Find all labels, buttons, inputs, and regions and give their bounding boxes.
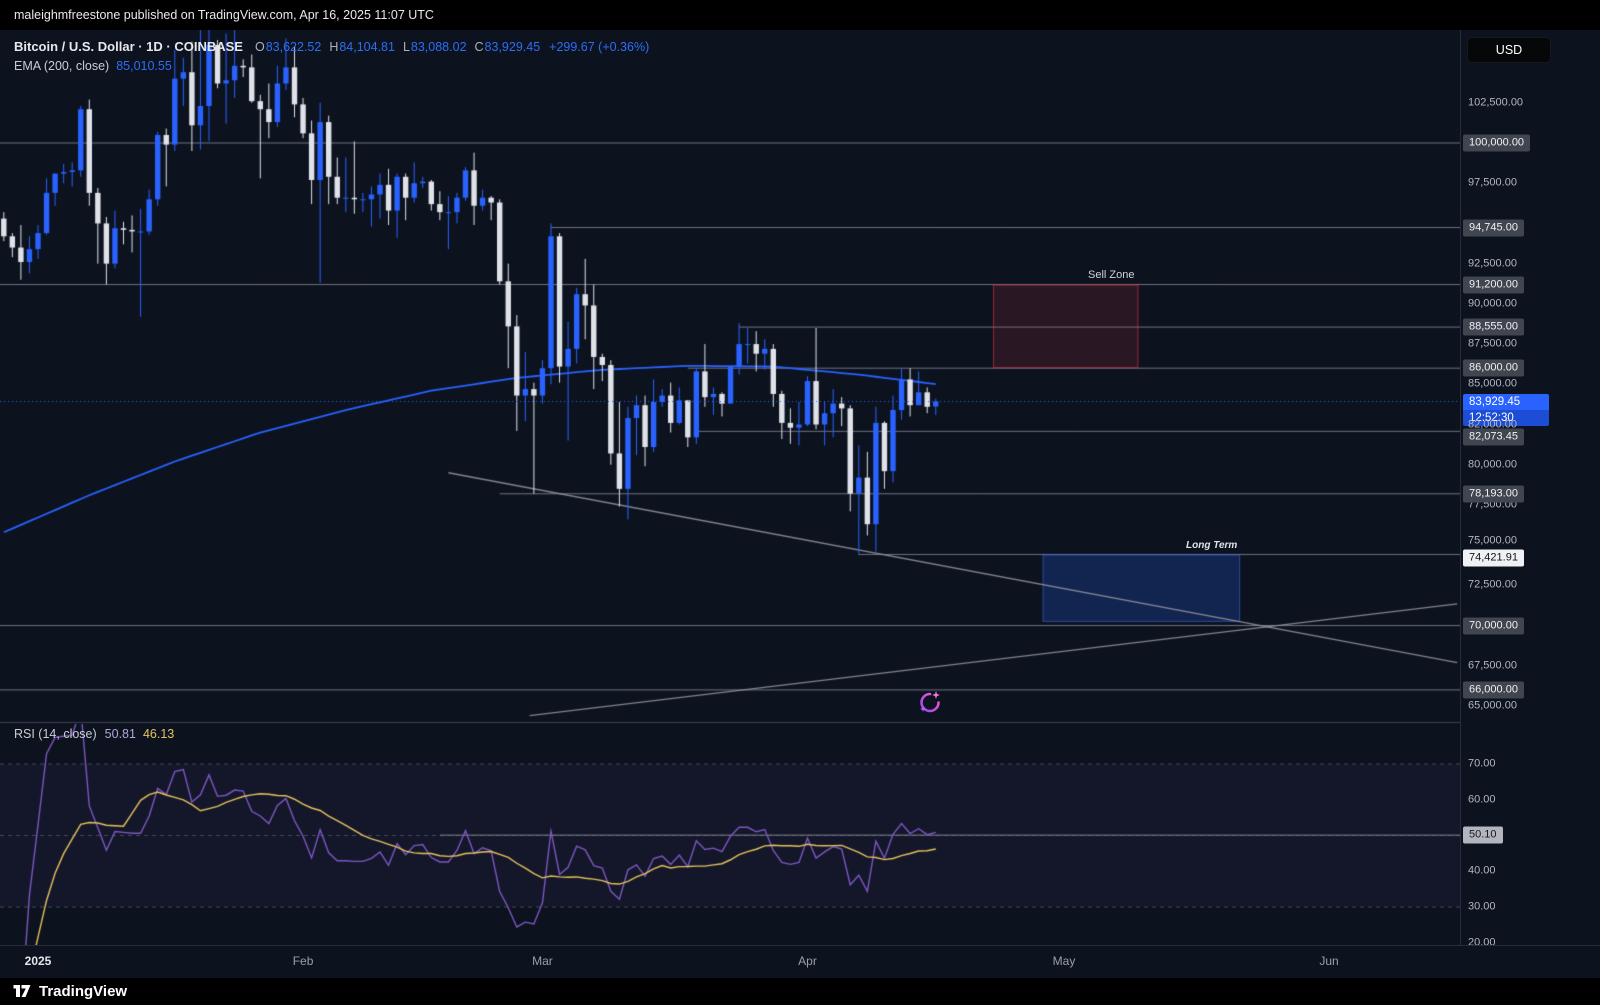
price-tick: 97,500.00 bbox=[1468, 176, 1517, 189]
price-level-label: 88,555.00 bbox=[1463, 318, 1524, 336]
time-tick: Apr bbox=[798, 954, 817, 968]
tradingview-logo-icon[interactable] bbox=[12, 979, 32, 1004]
tradingview-logo-text[interactable]: TradingView bbox=[39, 983, 128, 1000]
price-chart-canvas[interactable] bbox=[0, 30, 1460, 945]
rsi-legend[interactable]: RSI (14, close) 50.81 46.13 bbox=[14, 727, 174, 741]
low-value: 83,088.02 bbox=[410, 40, 467, 54]
high-label: H bbox=[329, 40, 339, 54]
open-label: O bbox=[254, 40, 265, 54]
rsi-label: RSI (14, close) bbox=[14, 727, 97, 741]
price-tick: 80,000.00 bbox=[1468, 458, 1517, 471]
rsi-tick: 30.00 bbox=[1468, 900, 1496, 913]
rsi-level-label: 50.10 bbox=[1463, 826, 1503, 844]
price-level-label: 91,200.00 bbox=[1463, 276, 1524, 294]
price-tick: 77,500.00 bbox=[1468, 498, 1517, 511]
close-value: 83,929.45 bbox=[484, 40, 541, 54]
long-term-label[interactable]: Long Term bbox=[1186, 540, 1238, 551]
currency-toggle-button[interactable]: USD bbox=[1467, 37, 1551, 63]
time-axis[interactable]: 2025 Feb Mar Apr May Jun bbox=[0, 945, 1600, 979]
price-tick: 85,000.00 bbox=[1468, 377, 1517, 390]
symbol-legend[interactable]: Bitcoin / U.S. Dollar · 1D · COINBASE O83… bbox=[14, 39, 649, 54]
current-price-value: 83,929.45 bbox=[1463, 394, 1549, 410]
price-tick: 82,000.00 bbox=[1468, 418, 1517, 431]
price-tick: 65,000.00 bbox=[1468, 699, 1517, 712]
time-tick: Mar bbox=[532, 954, 553, 968]
price-tick: 102,500.00 bbox=[1468, 96, 1524, 109]
high-value: 84,104.81 bbox=[339, 40, 395, 54]
current-price-label: 83,929.45 12:52:30 bbox=[1463, 394, 1549, 426]
price-level-label: 70,000.00 bbox=[1463, 617, 1524, 635]
rsi-tick: 60.00 bbox=[1468, 793, 1496, 806]
price-level-label: 86,000.00 bbox=[1463, 359, 1524, 377]
time-tick: 2025 bbox=[24, 954, 52, 968]
time-tick: Feb bbox=[292, 954, 314, 968]
change-value: +299.67 (+0.36%) bbox=[549, 40, 650, 54]
price-axis[interactable]: 83,929.45 12:52:30 102,500.00 97,500.00 92… bbox=[1460, 30, 1600, 949]
rsi-ma-value: 46.13 bbox=[142, 727, 175, 741]
bar-countdown: 12:52:30 bbox=[1463, 410, 1549, 426]
sell-zone-label[interactable]: Sell Zone bbox=[1088, 269, 1135, 281]
rsi-tick: 20.00 bbox=[1468, 936, 1496, 949]
rsi-value: 50.81 bbox=[104, 727, 136, 741]
price-tick: 92,500.00 bbox=[1468, 257, 1517, 270]
publish-banner: maleighmfreestone published on TradingVi… bbox=[0, 0, 1600, 30]
ema-label: EMA (200, close) bbox=[14, 59, 110, 73]
rsi-tick: 40.00 bbox=[1468, 864, 1496, 877]
price-level-label: 100,000.00 bbox=[1463, 134, 1531, 152]
low-label: L bbox=[402, 40, 410, 54]
price-level-label: 66,000.00 bbox=[1463, 681, 1524, 699]
ema-value: 85,010.55 bbox=[116, 59, 172, 73]
symbol-title[interactable]: Bitcoin / U.S. Dollar · 1D · COINBASE bbox=[14, 39, 243, 54]
price-line-label: 74,421.91 bbox=[1463, 549, 1524, 567]
sparkle-drawing-icon[interactable] bbox=[914, 686, 946, 718]
price-tick: 75,000.00 bbox=[1468, 534, 1517, 547]
price-level-label: 82,073.45 bbox=[1463, 428, 1524, 446]
price-level-label: 94,745.00 bbox=[1463, 219, 1524, 237]
rsi-tick: 70.00 bbox=[1468, 757, 1496, 770]
ema-legend[interactable]: EMA (200, close) 85,010.55 bbox=[14, 59, 172, 73]
price-tick: 87,500.00 bbox=[1468, 337, 1517, 350]
time-tick: Jun bbox=[1319, 954, 1339, 968]
open-value: 83,622.52 bbox=[265, 40, 322, 54]
publish-banner-text: maleighmfreestone published on TradingVi… bbox=[14, 8, 434, 22]
price-level-label: 78,193.00 bbox=[1463, 485, 1524, 503]
price-tick: 72,500.00 bbox=[1468, 578, 1517, 591]
bottom-bar: TradingView bbox=[0, 978, 1600, 1005]
time-tick: May bbox=[1052, 954, 1076, 968]
price-tick: 90,000.00 bbox=[1468, 297, 1517, 310]
price-tick: 67,500.00 bbox=[1468, 659, 1517, 672]
close-label: C bbox=[474, 40, 484, 54]
